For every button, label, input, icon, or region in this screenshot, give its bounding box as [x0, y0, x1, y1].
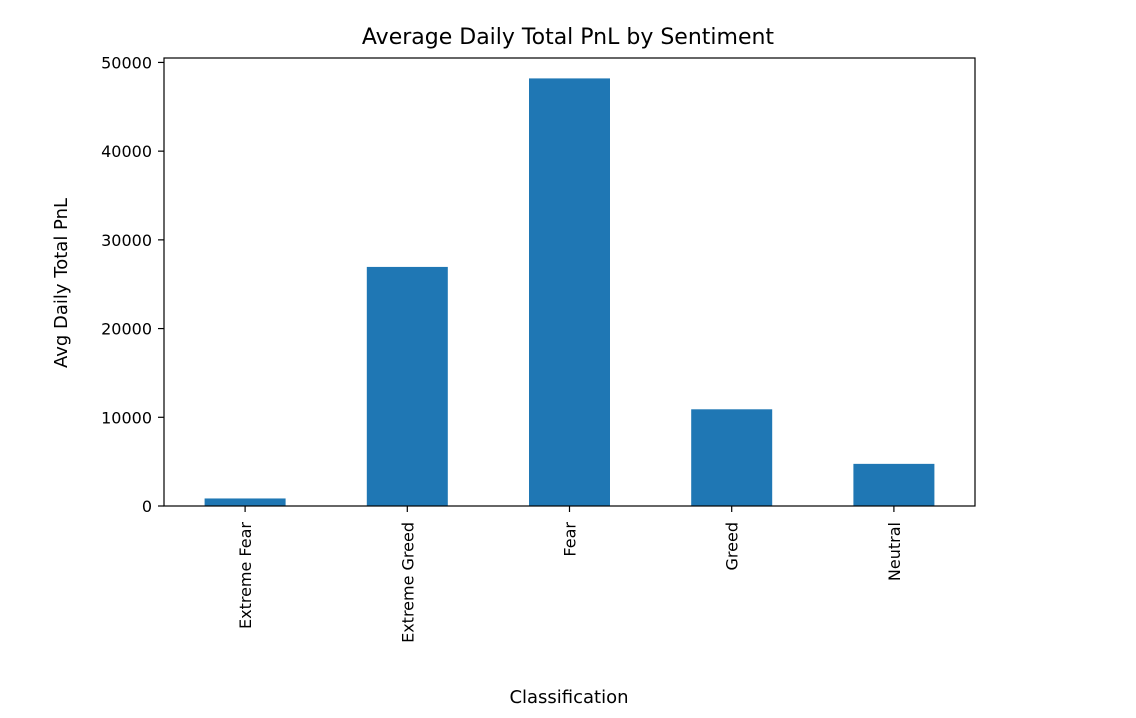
y-tick-label: 10000 — [101, 408, 152, 427]
y-tick-label: 20000 — [101, 320, 152, 339]
bar-extreme-fear — [204, 498, 286, 506]
y-tick-label: 30000 — [101, 231, 152, 250]
y-tick-label: 0 — [142, 497, 152, 516]
bar-extreme-greed — [366, 266, 448, 506]
bar-neutral — [853, 463, 935, 506]
bars-layer — [204, 78, 935, 506]
chart-title: Average Daily Total PnL by Sentiment — [362, 25, 775, 50]
x-axis-label: Classification — [509, 687, 628, 708]
y-tick-label: 50000 — [101, 53, 152, 72]
axes-layer: 0 10000 20000 30000 40000 50000 Extreme Fear Ex… — [101, 53, 976, 643]
x-tick-label: Neutral — [885, 522, 904, 581]
x-tick-label: Greed — [723, 522, 742, 570]
x-tick-label: Extreme Greed — [398, 522, 417, 643]
x-tick-label: Extreme Fear — [236, 522, 255, 629]
bar-greed — [691, 409, 773, 506]
x-tick-label: Fear — [561, 522, 580, 557]
bar-fear — [529, 78, 610, 506]
y-axis-label: Avg Daily Total PnL — [51, 198, 72, 368]
y-tick-label: 40000 — [101, 142, 152, 161]
